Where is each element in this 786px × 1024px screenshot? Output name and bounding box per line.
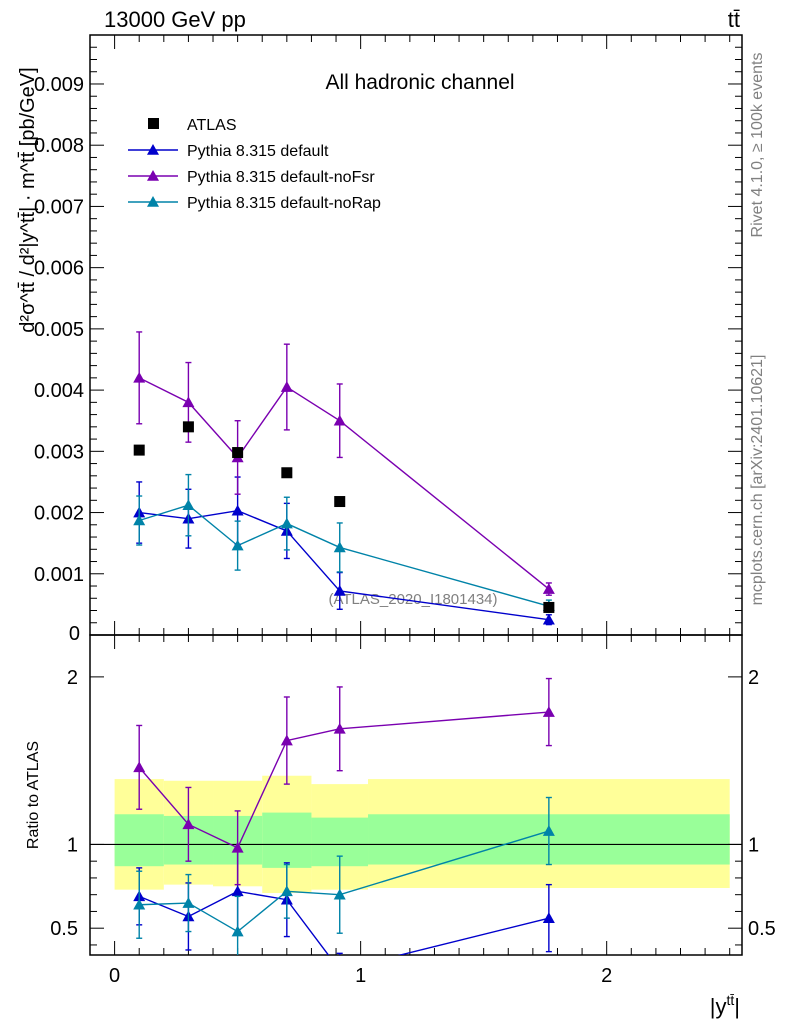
ratio-point-series-3 (280, 885, 293, 897)
ratio-point-series-3 (542, 825, 555, 836)
main-line-series-1 (139, 509, 549, 621)
main-line-series-2 (138, 377, 550, 590)
y-tick-label-ratio-left: 0.5 (50, 918, 78, 940)
y-axis-label-ratio: Ratio to ATLAS (25, 741, 42, 849)
legend: ATLAS Pythia 8.315 default Pythia 8.315 de… (128, 117, 381, 212)
axis-ticks (89, 34, 742, 955)
y-tick-label-ratio-right: 1 (748, 834, 759, 856)
ratio-point-series-3 (133, 898, 146, 910)
axis-tick-labels: 0 1 2 0.001 0.002 0.003 0.004 0.005 0.006 0.007 0.… (34, 74, 776, 987)
band-green-3 (262, 812, 312, 868)
ratio-point-series-3 (182, 897, 195, 908)
header-process-label: tt̄ (728, 7, 740, 32)
ratio-point-series-2 (333, 722, 346, 734)
legend-label-3: Pythia 8.315 default-noRap (187, 195, 381, 212)
main-point-atlas (281, 467, 293, 479)
main-point-series-3 (333, 541, 346, 553)
main-point-series-2 (280, 381, 293, 392)
y-tick-label-main: 0.006 (34, 258, 84, 280)
x-axis-label-close: | (734, 994, 740, 1019)
main-point-series-3 (182, 499, 195, 511)
main-line-series-3 (138, 504, 550, 607)
main-point-atlas (334, 496, 346, 508)
legend-marker-2 (147, 170, 159, 181)
y-tick-label-ratio-right: 2 (748, 667, 759, 689)
ratio-point-series-2 (182, 818, 195, 830)
main-point-atlas (182, 421, 194, 433)
ratio-point-series-2 (133, 761, 146, 773)
y-tick-label-main: 0.001 (34, 564, 84, 586)
y-tick-label-main: 0.009 (34, 74, 84, 96)
main-point-series-1 (333, 584, 346, 596)
x-tick-label: 1 (355, 965, 366, 987)
legend-marker-1 (147, 144, 159, 155)
ratio-plot-frame (89, 634, 743, 956)
main-point-atlas (543, 601, 555, 613)
ratio-line-series-3 (139, 830, 550, 933)
ratio-line-series-1 (138, 890, 550, 955)
legend-marker-atlas (148, 118, 159, 129)
y-tick-label-ratio-left: 2 (67, 667, 78, 689)
x-axis-label: |ytt̄| (710, 992, 740, 1019)
main-point-series-3 (231, 539, 244, 551)
ratio-point-series-1 (231, 885, 244, 897)
side-label-rivet: Rivet 4.1.0, ≥ 100k events (749, 53, 766, 238)
plot-title: All hadronic channel (325, 71, 514, 94)
x-axis-label-sup: tt̄ (727, 992, 735, 1008)
y-axis-label-main: d²σ^tt̄ / d²|y^tt̄| · m^tt̄ [pb/GeV] (17, 67, 39, 332)
x-axis-label-main: |y (710, 994, 727, 1019)
header-energy-label: 13000 GeV pp (104, 7, 246, 32)
main-point-series-2 (182, 396, 195, 408)
y-tick-label-main: 0.005 (34, 319, 84, 341)
main-point-series-3 (280, 517, 293, 529)
x-tick-label: 0 (109, 965, 120, 987)
y-tick-label-ratio-left: 1 (67, 834, 78, 856)
y-tick-label-main: 0.004 (34, 380, 84, 402)
y-tick-label-main: 0.008 (34, 135, 84, 157)
ratio-point-series-2 (231, 841, 244, 853)
main-point-atlas (232, 447, 244, 459)
legend-label-1: Pythia 8.315 default (187, 143, 329, 160)
y-tick-label-main: 0.007 (34, 196, 84, 218)
main-point-series-3 (133, 514, 146, 526)
main-point-atlas (133, 444, 145, 456)
x-tick-label: 2 (601, 965, 612, 987)
ratio-point-series-1 (542, 912, 555, 923)
band-green-0 (114, 814, 164, 867)
ratio-point-series-2 (280, 734, 293, 746)
main-point-series-2 (133, 371, 146, 383)
legend-label-0: ATLAS (187, 117, 237, 134)
ratio-plot-marks (133, 677, 555, 955)
y-tick-label-main: 0.002 (34, 503, 84, 525)
ratio-line-series-2 (138, 711, 549, 849)
legend-marker-3 (147, 196, 159, 207)
ratio-point-series-3 (333, 888, 346, 900)
main-point-series-2 (542, 583, 555, 594)
y-tick-label-main: 0.003 (34, 441, 84, 463)
main-point-series-1 (231, 504, 244, 516)
y-tick-label-ratio-right: 0.5 (748, 918, 776, 940)
ratio-point-series-2 (542, 706, 555, 717)
side-label-mcplots: mcplots.cern.ch [arXiv:2401.10621] (749, 355, 766, 606)
main-point-series-2 (333, 414, 346, 426)
main-point-series-1 (542, 613, 555, 625)
legend-label-2: Pythia 8.315 default-noFsr (187, 169, 375, 186)
ratio-point-series-3 (231, 925, 244, 937)
main-plot-marks (133, 331, 555, 626)
y-tick-label-main-zero: 0 (69, 623, 80, 645)
